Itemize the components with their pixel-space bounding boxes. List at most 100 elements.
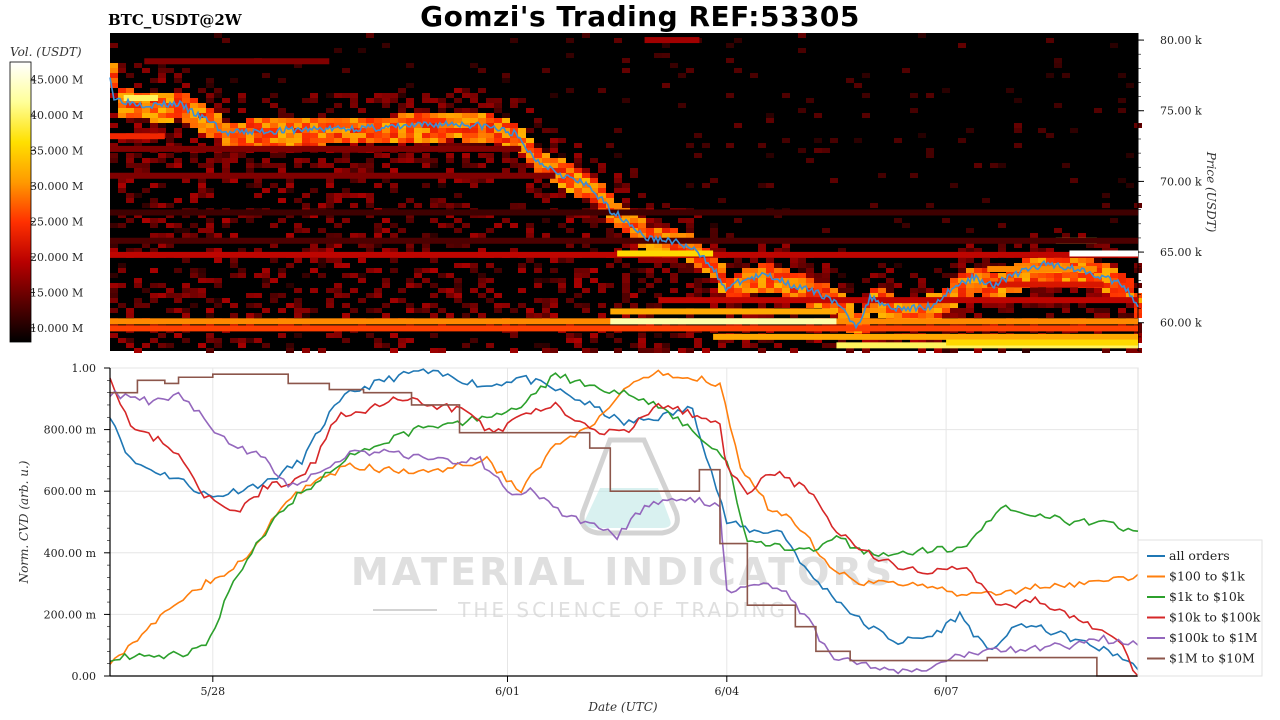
heat-cell	[390, 348, 398, 353]
heat-cell	[454, 133, 462, 138]
colorbar-tick-label: 15.000 M	[30, 286, 83, 299]
heat-cell	[334, 293, 342, 298]
heat-cell	[174, 158, 182, 163]
heat-cell	[230, 133, 238, 138]
heat-cell	[974, 263, 982, 268]
heat-cell	[238, 133, 246, 138]
heat-cell	[270, 138, 278, 143]
heat-cell	[310, 143, 318, 148]
heat-cell	[326, 178, 334, 183]
heat-cell	[798, 148, 806, 153]
heat-cell	[686, 348, 694, 353]
heat-cell	[318, 133, 326, 138]
heat-cell	[358, 168, 366, 173]
heat-cell	[1102, 263, 1110, 268]
heat-cell	[470, 183, 478, 188]
heat-cell	[942, 88, 950, 93]
heat-cell	[726, 58, 734, 63]
heat-cell	[150, 138, 158, 143]
heat-cell	[582, 193, 590, 198]
heat-cell	[390, 298, 398, 303]
heat-cell	[694, 263, 702, 268]
heat-cell	[382, 313, 390, 318]
heat-cell	[438, 223, 446, 228]
heat-cell	[214, 143, 222, 148]
heat-cell	[550, 193, 558, 198]
heat-cell	[206, 158, 214, 163]
heat-cell	[454, 228, 462, 233]
heat-cell	[262, 158, 270, 163]
heat-cell	[390, 333, 398, 338]
heat-cell	[510, 223, 518, 228]
heat-cell	[614, 153, 622, 158]
heat-cell	[910, 313, 918, 318]
heat-cell	[430, 133, 438, 138]
heat-cell	[366, 163, 374, 168]
heat-cell	[614, 338, 622, 343]
heat-cell	[166, 163, 174, 168]
heat-cell	[286, 188, 294, 193]
heat-cell	[302, 193, 310, 198]
heat-cell	[494, 138, 502, 143]
heat-cell	[526, 258, 534, 263]
heat-cell	[550, 268, 558, 273]
heat-cell	[822, 263, 830, 268]
heat-cell	[918, 338, 926, 343]
heat-cell	[654, 233, 662, 238]
heat-cell	[550, 313, 558, 318]
heat-cell	[390, 158, 398, 163]
heat-cell	[982, 268, 990, 273]
heat-cell	[630, 173, 638, 178]
heat-cell	[534, 118, 542, 123]
heat-cell	[206, 168, 214, 173]
heat-cell	[790, 288, 798, 293]
heat-cell	[1006, 303, 1014, 308]
heat-cell	[206, 218, 214, 223]
heat-cell	[1006, 288, 1014, 293]
heat-cell	[534, 148, 542, 153]
heat-cell	[150, 183, 158, 188]
heat-cell	[782, 248, 790, 253]
heat-cell	[486, 98, 494, 103]
heat-cell	[390, 188, 398, 193]
heat-cell	[230, 78, 238, 83]
heat-cell	[166, 108, 174, 113]
heat-cell	[726, 43, 734, 48]
heat-cell	[966, 293, 974, 298]
heat-cell	[478, 293, 486, 298]
heat-cell	[1094, 268, 1102, 273]
heat-cell	[1118, 108, 1126, 113]
heat-cell	[294, 258, 302, 263]
heat-cell	[598, 188, 606, 193]
heat-cell	[254, 178, 262, 183]
heat-cell	[438, 348, 446, 353]
heat-cell	[262, 118, 270, 123]
heat-cell	[294, 298, 302, 303]
heat-cell	[134, 298, 142, 303]
heat-cell	[374, 308, 382, 313]
heat-cell	[150, 128, 158, 133]
heat-cell	[262, 308, 270, 313]
heat-cell	[598, 218, 606, 223]
heat-cell	[222, 143, 230, 148]
heat-cell	[918, 278, 926, 283]
heat-cell	[542, 163, 550, 168]
heat-cell	[478, 163, 486, 168]
heat-cell	[542, 153, 550, 158]
heat-cell	[622, 273, 630, 278]
heat-cell	[574, 278, 582, 283]
heat-cell	[254, 303, 262, 308]
heat-cell	[182, 288, 190, 293]
liquidity-band	[110, 209, 1138, 216]
heat-cell	[614, 178, 622, 183]
price-tick-label: 60.00 k	[1160, 317, 1202, 330]
heat-cell	[446, 213, 454, 218]
heat-cell	[446, 293, 454, 298]
heat-cell	[582, 173, 590, 178]
date-axis-label: Date (UTC)	[587, 700, 657, 714]
heat-cell	[286, 123, 294, 128]
heat-cell	[150, 123, 158, 128]
heat-cell	[158, 293, 166, 298]
heat-cell	[830, 293, 838, 298]
heat-cell	[550, 158, 558, 163]
